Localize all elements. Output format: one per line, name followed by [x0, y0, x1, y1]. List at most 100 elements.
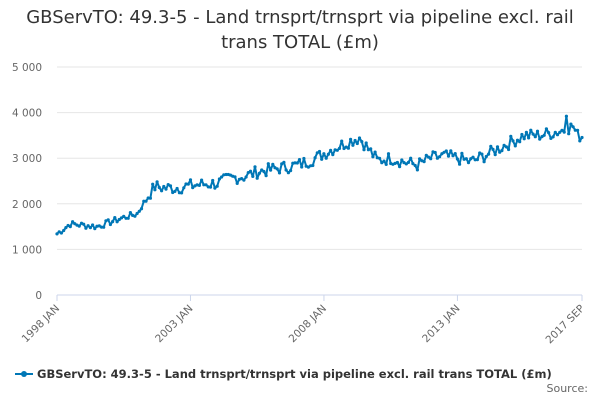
data-point[interactable] [529, 128, 533, 132]
data-point[interactable] [184, 182, 188, 186]
data-point[interactable] [55, 232, 59, 236]
data-point[interactable] [489, 144, 493, 148]
data-point[interactable] [126, 216, 130, 220]
data-point[interactable] [311, 163, 315, 168]
data-point[interactable] [84, 226, 88, 230]
data-point[interactable] [188, 178, 193, 182]
data-point[interactable] [451, 154, 455, 158]
data-point[interactable] [144, 199, 148, 203]
data-point[interactable] [204, 183, 208, 187]
data-point[interactable] [426, 155, 431, 159]
data-point[interactable] [349, 137, 353, 141]
data-point[interactable] [384, 162, 388, 166]
data-point[interactable] [535, 129, 540, 133]
data-point[interactable] [422, 160, 426, 164]
data-point[interactable] [64, 226, 68, 230]
data-point[interactable] [68, 225, 72, 229]
data-point[interactable] [215, 184, 219, 188]
data-point[interactable] [382, 159, 386, 163]
data-point[interactable] [284, 168, 288, 172]
data-point[interactable] [511, 139, 515, 143]
data-point[interactable] [266, 162, 270, 166]
data-point[interactable] [471, 155, 475, 159]
data-point[interactable] [297, 158, 302, 162]
data-point[interactable] [518, 140, 522, 144]
data-point[interactable] [524, 130, 529, 134]
data-point[interactable] [551, 135, 555, 139]
data-point[interactable] [113, 216, 117, 220]
data-point[interactable] [538, 137, 542, 141]
data-point[interactable] [353, 138, 357, 143]
data-point[interactable] [77, 224, 81, 228]
data-point[interactable] [378, 156, 382, 160]
data-point[interactable] [151, 182, 155, 186]
data-point[interactable] [331, 153, 335, 157]
data-point[interactable] [115, 220, 119, 224]
data-point[interactable] [300, 165, 304, 169]
data-point[interactable] [244, 175, 248, 179]
data-point[interactable] [346, 146, 350, 150]
data-point[interactable] [173, 189, 177, 193]
data-point[interactable] [424, 153, 428, 157]
data-point[interactable] [153, 188, 157, 192]
data-point[interactable] [415, 168, 419, 172]
data-point[interactable] [160, 189, 164, 193]
data-point[interactable] [277, 171, 282, 175]
data-point[interactable] [337, 146, 342, 150]
data-point[interactable] [484, 154, 488, 159]
data-point[interactable] [491, 147, 495, 151]
data-point[interactable] [487, 152, 491, 156]
data-point[interactable] [242, 178, 246, 182]
data-point[interactable] [558, 130, 562, 134]
data-point[interactable] [455, 157, 459, 161]
data-point[interactable] [438, 155, 442, 159]
data-point[interactable] [182, 186, 186, 190]
data-point[interactable] [357, 136, 362, 140]
data-point[interactable] [282, 160, 286, 164]
data-point[interactable] [271, 162, 275, 166]
data-point[interactable] [208, 185, 213, 189]
data-point[interactable] [453, 152, 457, 156]
data-point[interactable] [544, 127, 549, 131]
data-point[interactable] [578, 139, 582, 143]
data-point[interactable] [364, 141, 368, 145]
data-point[interactable] [93, 227, 97, 231]
data-point[interactable] [62, 228, 66, 233]
data-point[interactable] [446, 154, 451, 158]
data-point[interactable] [411, 162, 415, 166]
data-point[interactable] [264, 174, 268, 178]
data-point[interactable] [164, 187, 168, 191]
data-point[interactable] [248, 169, 253, 173]
data-point[interactable] [520, 132, 524, 137]
data-point[interactable] [562, 130, 566, 134]
data-point[interactable] [513, 144, 517, 148]
data-point[interactable] [175, 186, 179, 191]
data-point[interactable] [157, 185, 161, 190]
data-point[interactable] [564, 114, 569, 118]
data-point[interactable] [86, 224, 90, 228]
data-point[interactable] [59, 231, 64, 235]
data-point[interactable] [255, 176, 259, 180]
data-point[interactable] [444, 149, 448, 153]
data-point[interactable] [449, 149, 453, 153]
data-point[interactable] [162, 184, 166, 189]
data-point[interactable] [326, 152, 330, 156]
data-point[interactable] [108, 222, 112, 227]
data-point[interactable] [233, 175, 237, 179]
data-point[interactable] [433, 150, 437, 155]
data-point[interactable] [555, 133, 560, 137]
data-point[interactable] [135, 211, 139, 216]
data-point[interactable] [580, 135, 584, 140]
data-point[interactable] [406, 160, 411, 164]
data-point[interactable] [509, 134, 513, 138]
data-point[interactable] [102, 225, 106, 229]
data-point[interactable] [211, 178, 215, 183]
data-point[interactable] [329, 148, 333, 152]
data-point[interactable] [464, 157, 468, 161]
data-point[interactable] [571, 125, 575, 129]
data-point[interactable] [295, 161, 299, 165]
data-point[interactable] [186, 182, 190, 186]
data-point[interactable] [317, 149, 322, 154]
data-point[interactable] [142, 199, 146, 203]
data-point[interactable] [573, 128, 577, 132]
